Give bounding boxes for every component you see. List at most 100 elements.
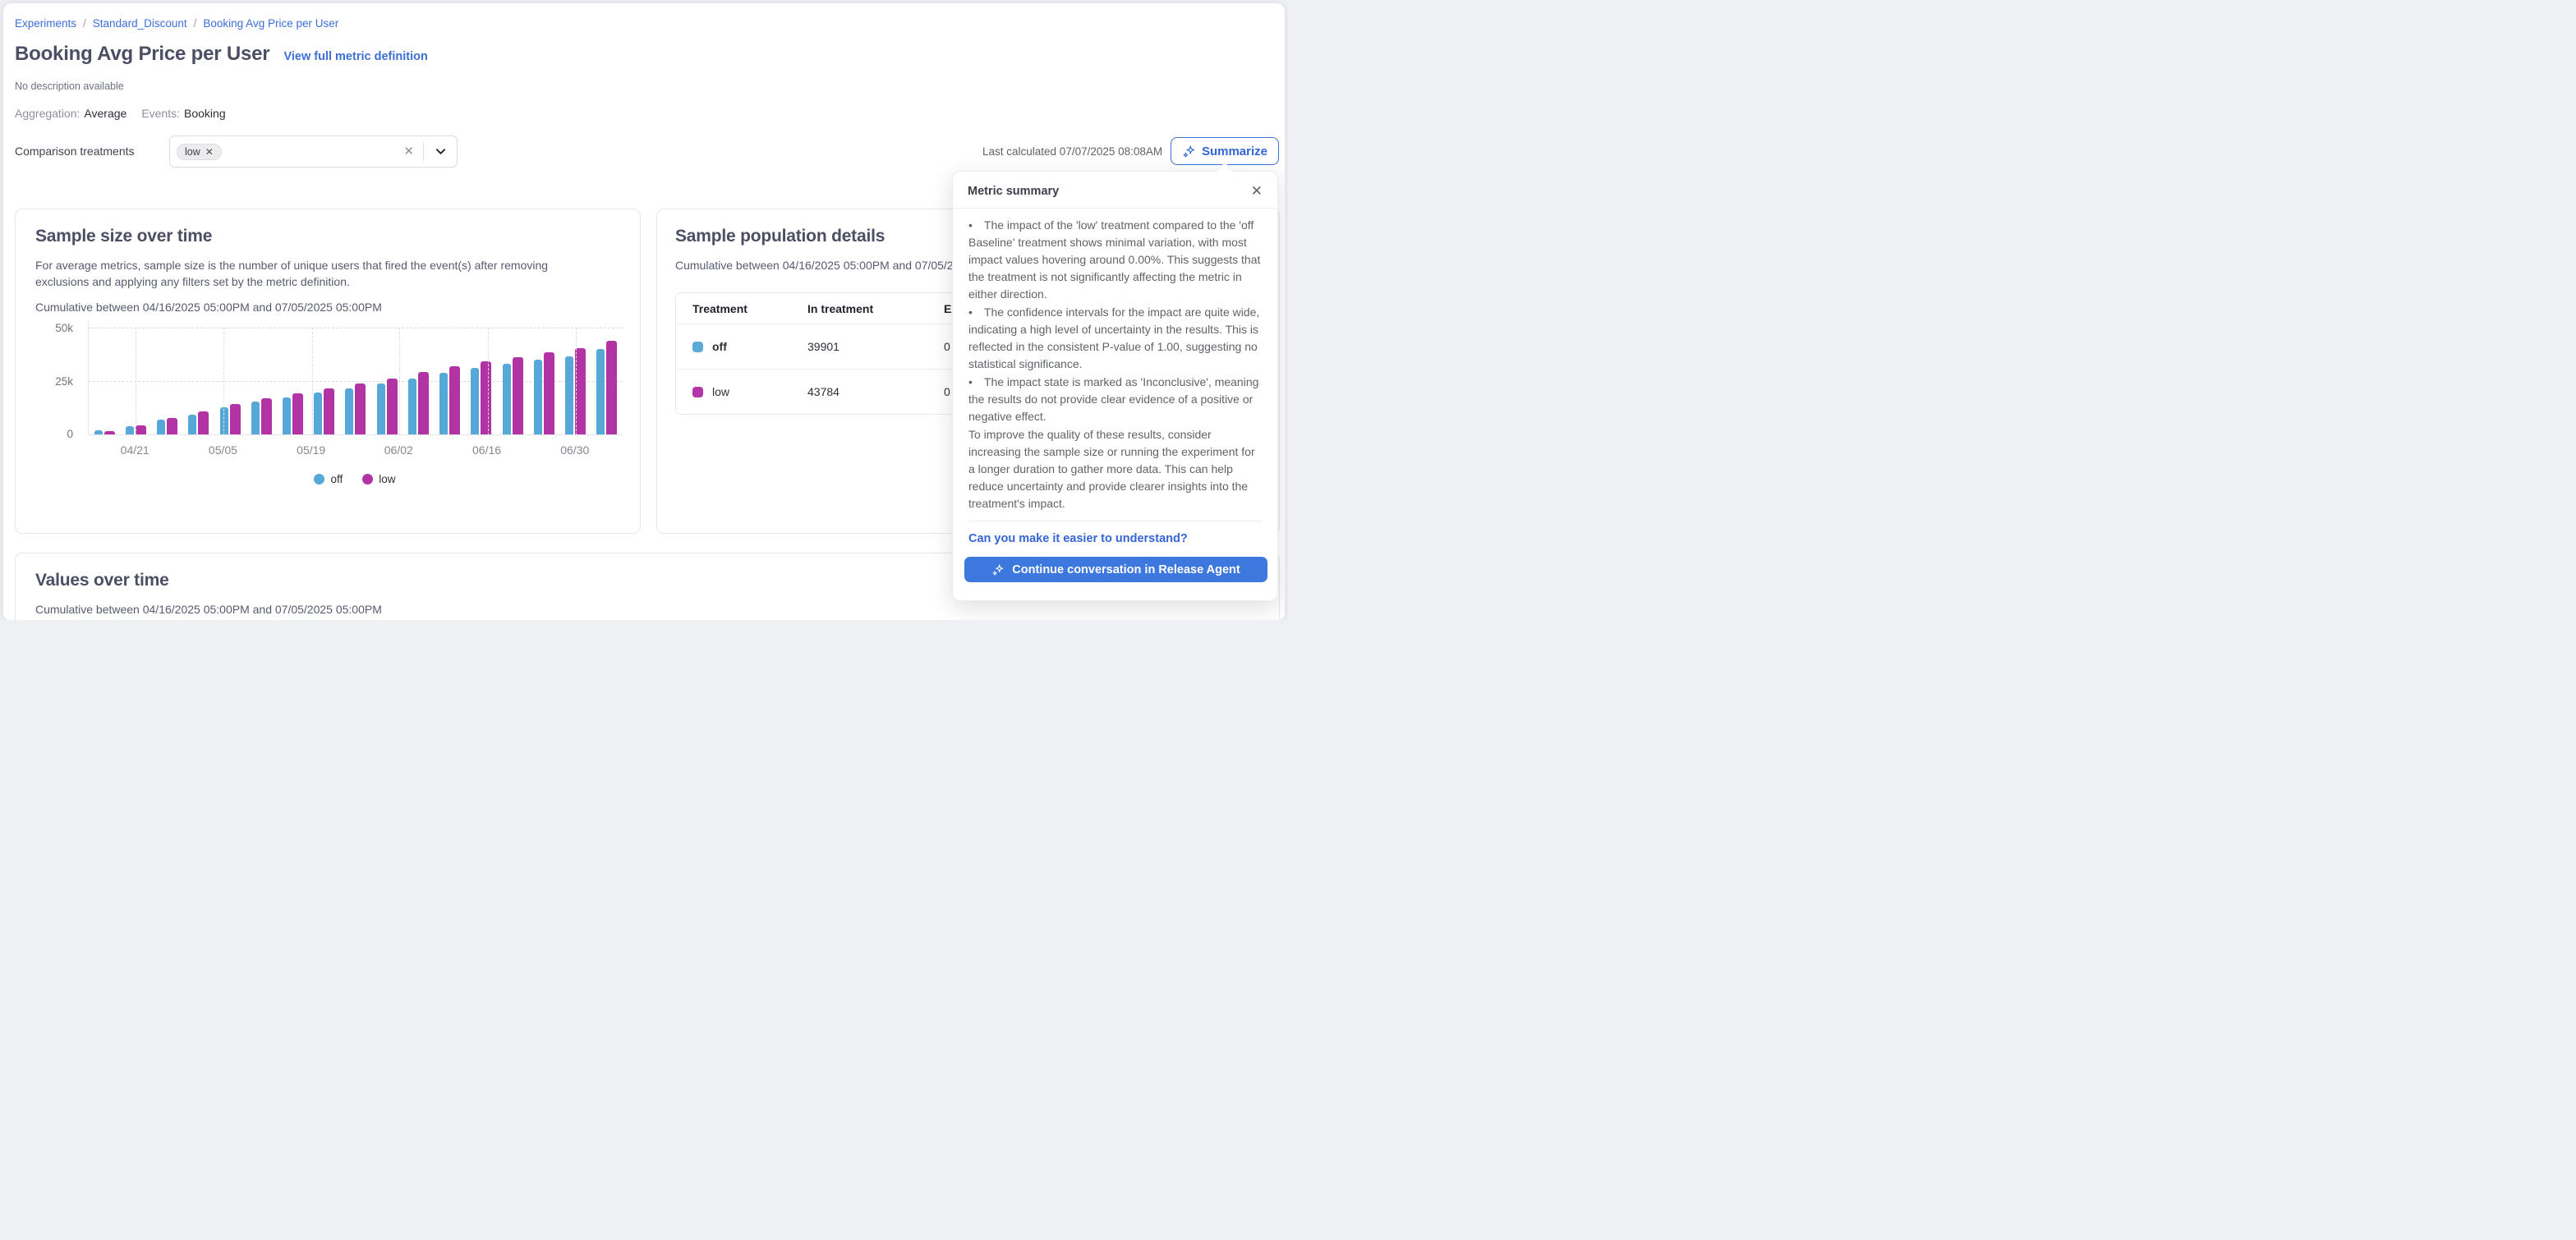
bar-group[interactable] bbox=[246, 320, 277, 434]
bar-low[interactable] bbox=[135, 425, 146, 434]
bar-group[interactable] bbox=[120, 320, 151, 434]
bar-group[interactable] bbox=[435, 320, 466, 434]
vertical-gridline bbox=[487, 328, 489, 435]
events-label: Events: bbox=[141, 107, 181, 120]
x-axis-tick: 06/02 bbox=[384, 443, 413, 457]
population-title: Sample population details bbox=[675, 227, 886, 246]
legend-label-off: off bbox=[330, 473, 343, 485]
bar-low[interactable] bbox=[449, 366, 461, 434]
bar-group[interactable] bbox=[151, 320, 182, 434]
legend-dot-low bbox=[362, 474, 374, 485]
bar-off[interactable] bbox=[407, 379, 416, 434]
in-treatment-value: 43784 bbox=[807, 385, 840, 398]
x-axis-labels: 04/21 05/05 05/19 06/02 06/16 06/30 bbox=[88, 443, 622, 458]
comparison-treatments-select[interactable]: low ✕ ✕ bbox=[169, 135, 458, 168]
metric-detail-panel: Experiments / Standard_Discount / Bookin… bbox=[3, 3, 1285, 620]
bar-low[interactable] bbox=[543, 352, 554, 434]
bar-low[interactable] bbox=[417, 372, 429, 434]
col-treatment: Treatment bbox=[692, 301, 748, 315]
bar-off[interactable] bbox=[565, 356, 574, 434]
sparkle-icon bbox=[1182, 145, 1196, 158]
screen: Experiments / Standard_Discount / Bookin… bbox=[0, 0, 1288, 620]
treatment-swatch-off bbox=[692, 341, 703, 352]
continue-conversation-button[interactable]: Continue conversation in Release Agent bbox=[964, 557, 1267, 582]
sample-size-cumulative: Cumulative between 04/16/2025 05:00PM an… bbox=[35, 301, 382, 314]
treatment-tag-label: low bbox=[185, 145, 200, 158]
close-icon[interactable]: ✕ bbox=[1250, 183, 1263, 199]
metric-summary-popover: Metric summary ✕ The impact of the 'low'… bbox=[952, 162, 1278, 601]
legend-label-low: low bbox=[379, 473, 396, 485]
summary-bullet: The impact state is marked as 'Inconclus… bbox=[968, 374, 1262, 425]
bar-low[interactable] bbox=[386, 379, 398, 434]
x-axis-line bbox=[89, 434, 623, 435]
bar-off[interactable] bbox=[471, 368, 480, 434]
bar-low[interactable] bbox=[260, 398, 272, 434]
comparison-treatments-label: Comparison treatments bbox=[15, 145, 135, 158]
bar-group[interactable] bbox=[340, 320, 371, 434]
y-axis-tick-50k: 50k bbox=[55, 322, 73, 334]
bar-group[interactable] bbox=[560, 320, 591, 434]
chevron-down-icon[interactable] bbox=[435, 146, 446, 161]
bar-low[interactable] bbox=[167, 418, 178, 434]
sample-size-chart: 50k 25k 0 04/21 05/05 05/19 06/02 06/16 06/30… bbox=[35, 320, 623, 517]
bar-low[interactable] bbox=[104, 431, 115, 434]
breadcrumb-experiments[interactable]: Experiments bbox=[15, 17, 77, 30]
bar-off[interactable] bbox=[251, 402, 260, 434]
treatment-swatch-low bbox=[692, 386, 703, 397]
summary-paragraph: To improve the quality of these results,… bbox=[968, 428, 1255, 510]
chart-legend: off low bbox=[88, 473, 622, 485]
bar-low[interactable] bbox=[575, 348, 586, 434]
bar-low[interactable] bbox=[481, 361, 492, 434]
bar-group[interactable] bbox=[402, 320, 434, 434]
bar-off[interactable] bbox=[283, 397, 292, 434]
breadcrumb-experiment-name[interactable]: Standard_Discount bbox=[92, 17, 187, 30]
bar-off[interactable] bbox=[502, 364, 511, 434]
treatment-tag-low[interactable]: low ✕ bbox=[177, 143, 222, 160]
bar-off[interactable] bbox=[439, 373, 448, 434]
values-cumulative: Cumulative between 04/16/2025 05:00PM an… bbox=[35, 603, 382, 616]
bar-low[interactable] bbox=[512, 357, 523, 434]
y-axis-tick-25k: 25k bbox=[55, 375, 73, 388]
legend-item-low[interactable]: low bbox=[362, 473, 396, 485]
aggregation-value: Average bbox=[84, 107, 127, 120]
metric-meta: Aggregation: Average Events: Booking bbox=[15, 107, 226, 120]
bar-low[interactable] bbox=[198, 411, 209, 434]
breadcrumb-separator: / bbox=[193, 17, 197, 30]
clear-selection-icon[interactable]: ✕ bbox=[403, 145, 414, 158]
bar-group[interactable] bbox=[591, 320, 623, 434]
bar-low[interactable] bbox=[355, 383, 366, 434]
legend-item-off[interactable]: off bbox=[314, 473, 343, 485]
bar-group[interactable] bbox=[497, 320, 528, 434]
view-metric-definition-link[interactable]: View full metric definition bbox=[283, 50, 428, 63]
bar-off[interactable] bbox=[596, 349, 605, 434]
bar-off[interactable] bbox=[157, 420, 166, 434]
bar-off[interactable] bbox=[94, 430, 103, 434]
summarize-button[interactable]: Summarize bbox=[1171, 137, 1279, 165]
y-axis-tick-0: 0 bbox=[67, 428, 73, 440]
bar-off[interactable] bbox=[533, 360, 542, 434]
bar-off[interactable] bbox=[188, 415, 197, 434]
bar-group[interactable] bbox=[277, 320, 308, 434]
bar-group[interactable] bbox=[89, 320, 120, 434]
bar-group[interactable] bbox=[183, 320, 214, 434]
bar-off[interactable] bbox=[125, 426, 134, 434]
bar-low[interactable] bbox=[292, 393, 304, 434]
breadcrumb-metric-name[interactable]: Booking Avg Price per User bbox=[203, 17, 339, 30]
bar-low[interactable] bbox=[229, 404, 241, 434]
bar-off[interactable] bbox=[345, 388, 354, 434]
summary-bullet: The confidence intervals for the impact … bbox=[968, 304, 1262, 373]
bar-low[interactable] bbox=[324, 388, 335, 434]
x-axis-tick: 06/16 bbox=[472, 443, 502, 457]
bar-group[interactable] bbox=[371, 320, 402, 434]
followup-link[interactable]: Can you make it easier to understand? bbox=[968, 532, 1188, 545]
bar-off[interactable] bbox=[314, 393, 323, 434]
remove-tag-icon[interactable]: ✕ bbox=[205, 145, 214, 158]
bar-group[interactable] bbox=[214, 320, 246, 434]
bar-low[interactable] bbox=[606, 341, 618, 434]
popover-title: Metric summary bbox=[968, 184, 1060, 198]
continue-conversation-label: Continue conversation in Release Agent bbox=[1012, 563, 1240, 576]
bar-group[interactable] bbox=[528, 320, 559, 434]
bar-group[interactable] bbox=[466, 320, 497, 434]
bar-off[interactable] bbox=[376, 383, 385, 434]
bar-group[interactable] bbox=[309, 320, 340, 434]
